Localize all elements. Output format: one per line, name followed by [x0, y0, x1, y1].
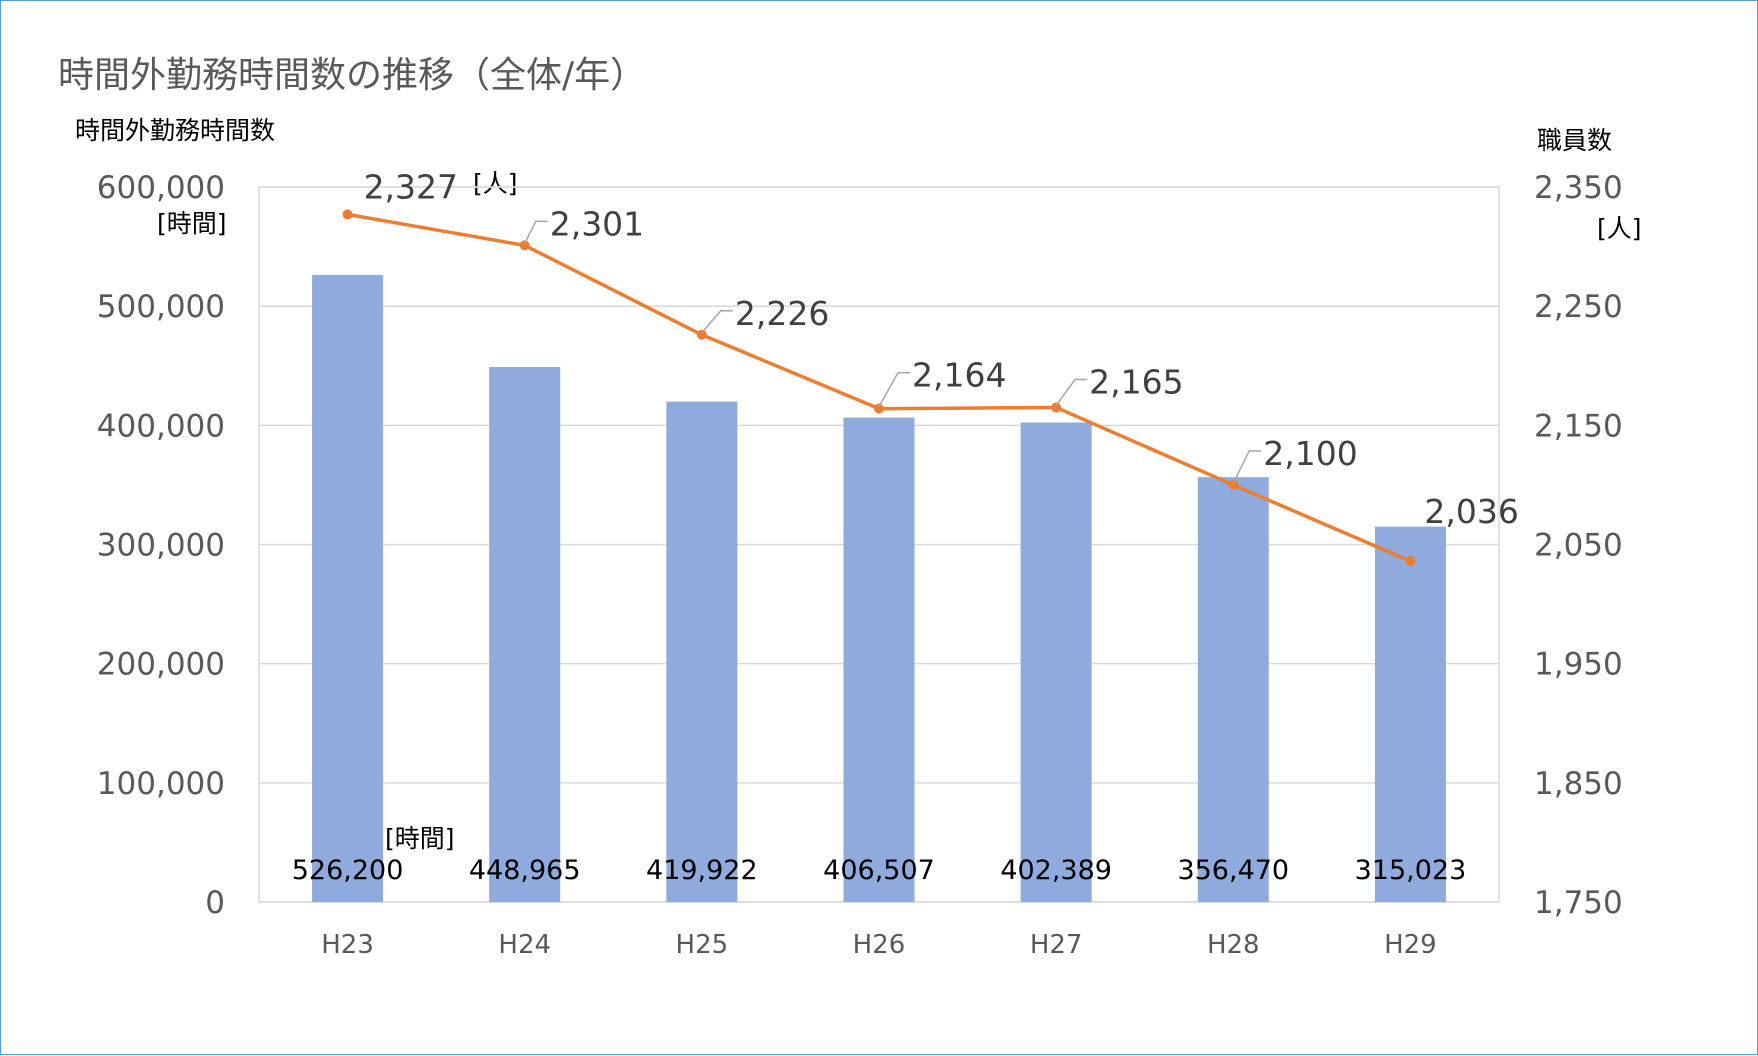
bar-value-label: 356,470 [1177, 855, 1289, 886]
bar-value-label: 402,389 [1000, 855, 1112, 886]
line-value-label: 2,327 [364, 167, 458, 206]
category-label: H25 [676, 930, 729, 960]
line-label-unit: [人] [473, 169, 518, 198]
left-axis-title: 時間外勤務時間数 [75, 116, 275, 145]
left-tick-label: 500,000 [97, 289, 225, 325]
line-point [342, 209, 353, 220]
bar [843, 417, 915, 902]
bar [666, 401, 738, 902]
leader-line [701, 310, 733, 334]
category-label: H26 [853, 930, 906, 960]
bar-label-unit: [時間] [385, 824, 455, 853]
bar-value-label: 419,922 [646, 855, 758, 886]
left-tick-label: 400,000 [97, 408, 225, 444]
bar [1197, 477, 1269, 902]
right-tick-label: 2,350 [1534, 170, 1623, 206]
line-point [696, 329, 707, 340]
bar-value-label: 315,023 [1355, 855, 1467, 886]
line-value-label: 2,226 [735, 294, 829, 333]
data-labels: 526,200 448,965 419,922 406,507 402,389 356,4… [292, 167, 1519, 886]
leader-line [524, 220, 548, 244]
leader-line [1055, 378, 1088, 406]
line-point [1051, 402, 1062, 413]
category-label: H24 [498, 930, 551, 960]
leader-line [1232, 450, 1262, 484]
category-label: H23 [321, 930, 374, 960]
left-tick-label: 0 [205, 885, 225, 921]
bar-value-label: 448,965 [469, 855, 581, 886]
bar [1374, 526, 1446, 902]
left-axis-unit: [時間] [157, 209, 227, 238]
bar [312, 274, 384, 902]
right-axis-title: 職員数 [1537, 126, 1612, 155]
right-axis-unit: [人] [1597, 214, 1642, 243]
bar-value-label: 526,200 [292, 855, 404, 886]
left-tick-label: 600,000 [97, 170, 225, 206]
category-label: H27 [1030, 930, 1083, 960]
right-tick-label: 1,750 [1534, 885, 1623, 921]
line-point [874, 403, 884, 414]
line-value-label: 2,165 [1089, 362, 1183, 401]
line-series [342, 209, 1416, 567]
line-value-label: 2,164 [912, 356, 1006, 395]
line-value-label: 2,100 [1263, 434, 1357, 473]
chart-title: 時間外勤務時間数の推移（全体/年） [58, 55, 646, 96]
leader-line [878, 371, 910, 408]
line-point [1405, 556, 1416, 567]
line-point [519, 240, 530, 251]
category-label: H28 [1207, 930, 1260, 960]
line-value-label: 2,301 [550, 204, 644, 243]
left-tick-label: 100,000 [97, 766, 225, 802]
category-label: H29 [1384, 930, 1437, 960]
right-tick-label: 2,150 [1534, 408, 1623, 444]
left-tick-label: 300,000 [97, 528, 225, 564]
left-tick-label: 200,000 [97, 647, 225, 683]
right-tick-label: 1,850 [1534, 766, 1623, 802]
axes: 0 100,000 200,000 300,000 400,000 500,000 600,… [97, 170, 1623, 960]
bar [489, 366, 561, 902]
right-tick-label: 2,050 [1534, 528, 1623, 564]
bar-series [312, 274, 1446, 902]
line-value-label: 2,036 [1424, 492, 1518, 531]
right-tick-label: 1,950 [1534, 647, 1623, 683]
bar-value-label: 406,507 [823, 855, 935, 886]
line-point [1228, 479, 1239, 490]
right-tick-label: 2,250 [1534, 289, 1623, 325]
bar [1020, 422, 1092, 902]
